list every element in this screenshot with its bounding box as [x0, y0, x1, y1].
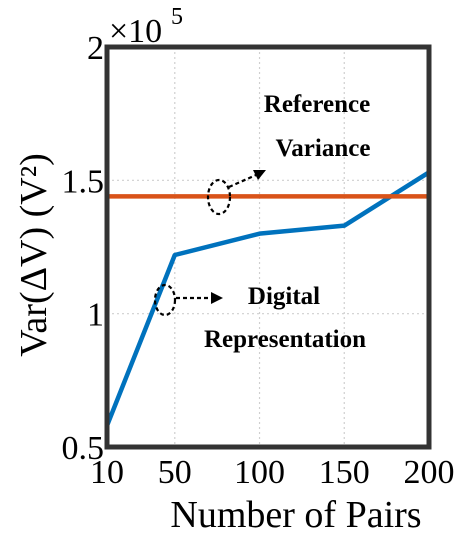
- plot-frame: [104, 44, 432, 450]
- annotation-reference-line2: Variance: [276, 135, 371, 162]
- y-multiplier: ×10: [109, 13, 162, 50]
- y-multiplier-exponent: 5: [171, 4, 183, 30]
- annotation-reference-line1: Reference: [264, 91, 370, 118]
- series-layer: [104, 170, 431, 427]
- y-tick-label: 1: [87, 297, 104, 334]
- y-axis-label: Var(ΔV) (V²): [13, 153, 55, 357]
- x-tick-label: 50: [158, 454, 192, 491]
- digital-marker-ellipse: [153, 283, 177, 317]
- x-tick-label: 200: [404, 454, 455, 491]
- annotation-digital-line1: Digital: [248, 283, 320, 310]
- x-tick-label: 150: [319, 454, 370, 491]
- reference-arrowhead: [253, 170, 266, 180]
- x-axis-label: Number of Pairs: [170, 494, 421, 536]
- reference-marker-ellipse: [206, 178, 232, 216]
- x-tick-label: 100: [234, 454, 285, 491]
- annotation-digital-line2: Representation: [204, 326, 366, 353]
- tick-labels: 10 50 100 150 200 0.5 1 1.5 2: [62, 30, 455, 491]
- reference-arrow: [228, 173, 257, 189]
- digital-representation-annotation: Digital Representation: [153, 283, 366, 353]
- y-tick-label: 1.5: [62, 163, 105, 200]
- digital-representation-line: [104, 170, 431, 427]
- grid-lines: [107, 47, 429, 447]
- digital-arrowhead: [211, 292, 223, 304]
- y-tick-label: 2: [87, 30, 104, 67]
- y-tick-label: 0.5: [62, 430, 105, 467]
- x-tick-label: 10: [90, 454, 124, 491]
- reference-variance-annotation: Reference Variance: [206, 91, 371, 216]
